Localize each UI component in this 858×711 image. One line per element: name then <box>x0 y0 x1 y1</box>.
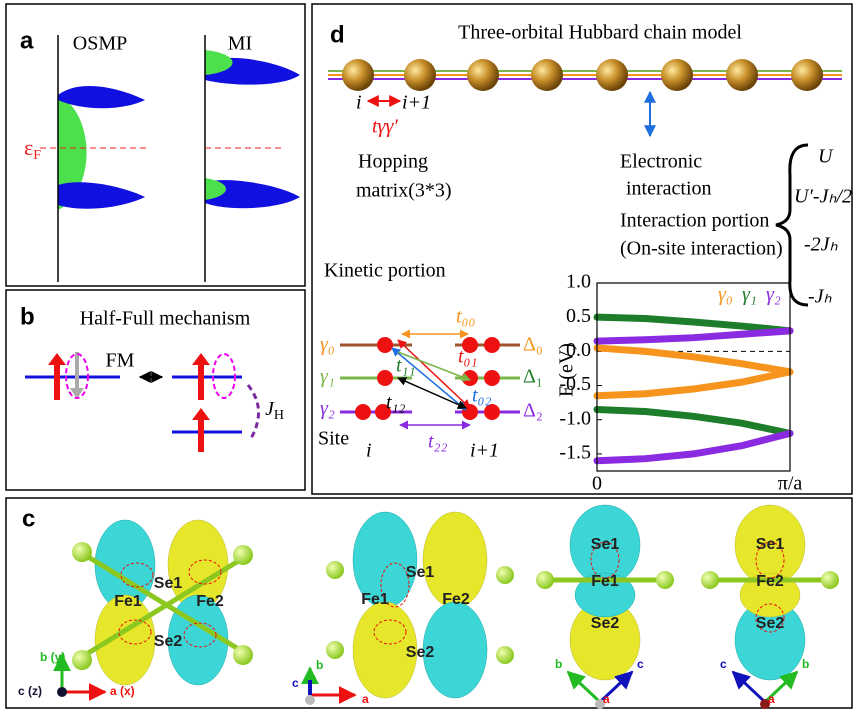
hop-label: t₁₁ <box>396 355 415 377</box>
electronic-text: Electronic <box>620 151 702 173</box>
level-label: Δ₂ <box>523 400 543 422</box>
axis-label: b <box>316 658 323 672</box>
x-tick-label: π/a <box>778 473 803 495</box>
site-text: i <box>366 440 372 462</box>
hund-arc <box>248 385 259 440</box>
mi-label: MI <box>228 33 252 55</box>
panel-label: c <box>22 505 35 532</box>
y-axis-label: E (eV) <box>556 343 578 397</box>
panel-b: b Half-Full mechanism FM JH <box>6 290 305 490</box>
interaction-text: (On-site interaction) <box>620 238 783 260</box>
axis-label: c <box>720 657 727 671</box>
b-title: Half-Full mechanism <box>80 308 251 330</box>
y-tick-label: -1.0 <box>559 407 591 429</box>
axis-label: b <box>555 657 562 671</box>
orbital-view: Se1 Fe1 Se2 b c a <box>536 505 674 709</box>
d-title: Three-orbital Hubbard chain model <box>458 22 742 44</box>
x-tick-label: 0 <box>592 473 602 495</box>
legend-entry: γ₁ <box>742 284 757 306</box>
atom-label: Se2 <box>406 644 435 661</box>
panel-label: b <box>20 303 35 330</box>
brace <box>776 145 808 305</box>
spin-up <box>192 408 210 452</box>
site-label: i <box>356 92 362 114</box>
orbital-label: γ₂ <box>320 398 335 420</box>
atom-label: Fe1 <box>591 573 619 590</box>
y-tick-label: 1.0 <box>566 271 591 293</box>
band-line <box>597 372 790 396</box>
figure: a OSMP MI εF b Half-Full mechanism FM JH… <box>0 0 858 711</box>
axis-label: a <box>603 692 610 706</box>
hopping-text: Hopping <box>358 151 428 173</box>
axis-label: a <box>768 692 775 706</box>
term: U <box>818 146 834 168</box>
band-line <box>597 317 790 331</box>
term: U′-Jₕ/2 <box>794 186 852 208</box>
y-tick-label: -1.5 <box>559 442 591 464</box>
hop-label: t₂₂ <box>428 431 448 453</box>
orbital-view: Se1 Fe2 Se2 c b a <box>701 505 839 709</box>
orbital-label: γ₀ <box>320 334 335 356</box>
site-label: i+1 <box>402 92 431 114</box>
atom-label: Fe1 <box>114 593 142 610</box>
atom-label: Fe2 <box>442 591 470 608</box>
dos-blue <box>58 182 145 209</box>
atom-label: Se1 <box>406 564 435 581</box>
panel-frame <box>6 4 305 286</box>
axis-label: c <box>292 676 299 690</box>
atom-label: Se2 <box>756 615 785 632</box>
axis-label: b <box>802 657 809 671</box>
site-text: Site <box>318 428 349 450</box>
hop-label: t₀₁ <box>458 346 477 368</box>
jh-label: JH <box>265 398 284 424</box>
y-tick-label: 0.5 <box>566 305 591 327</box>
axis-label: c (z) <box>18 684 42 698</box>
hop-label: tγγ′ <box>372 116 398 138</box>
atom-label: Se1 <box>591 536 620 553</box>
hop-arrow <box>398 378 466 408</box>
panel-d: d Three-orbital Hubbard chain model i i+… <box>312 4 852 495</box>
axis-label: a <box>362 692 369 706</box>
electronic-text: interaction <box>626 178 712 200</box>
axis-label: a (x) <box>110 684 135 698</box>
axis-label: c <box>637 657 644 671</box>
band-line <box>597 409 790 433</box>
term: -Jₕ <box>808 286 833 308</box>
hop-label: t₁₂ <box>386 392 406 414</box>
fermi-label: εF <box>24 135 41 163</box>
osmp-label: OSMP <box>73 33 127 55</box>
legend-entry: γ₂ <box>766 284 781 306</box>
band-line <box>597 433 790 460</box>
term: -2Jₕ <box>804 234 839 256</box>
fm-label: FM <box>106 350 135 372</box>
orbital-view: Se1 Fe1 Fe2 Se2 b c a <box>292 512 514 706</box>
interaction-text: Interaction portion <box>620 210 769 232</box>
atom-label: Se2 <box>591 615 620 632</box>
atom-label: Se1 <box>154 575 183 592</box>
site-text: i+1 <box>470 440 499 462</box>
panel-label: d <box>330 21 345 48</box>
atom-label: Se2 <box>154 633 183 650</box>
axis-label: b (y) <box>40 650 65 664</box>
band-line <box>597 331 790 341</box>
panel-a: a OSMP MI εF <box>6 4 305 286</box>
kinetic-text: Kinetic portion <box>324 260 446 282</box>
orbital-view: Se1 Fe1 Fe2 Se2 b (y) c (z) a (x) <box>18 520 253 698</box>
atom-label: Fe2 <box>756 573 784 590</box>
atom-label: Fe2 <box>196 593 224 610</box>
orbital-label: γ₁ <box>320 366 335 388</box>
hop-label: t₀₀ <box>456 306 476 328</box>
dos-blue <box>58 86 145 108</box>
legend-entry: γ₀ <box>718 284 733 306</box>
hopping-text: matrix(3*3) <box>356 180 452 202</box>
level-label: Δ₁ <box>523 366 543 388</box>
level-label: Δ₀ <box>523 334 543 356</box>
hop-label: t₀₂ <box>472 385 492 407</box>
atom-label: Fe1 <box>361 591 389 608</box>
panel-label: a <box>20 27 34 54</box>
panel-c: c Se1 Fe1 Fe2 Se2 b (y) c (z) a (x) Se1 … <box>6 498 852 709</box>
atom-label: Se1 <box>756 536 785 553</box>
